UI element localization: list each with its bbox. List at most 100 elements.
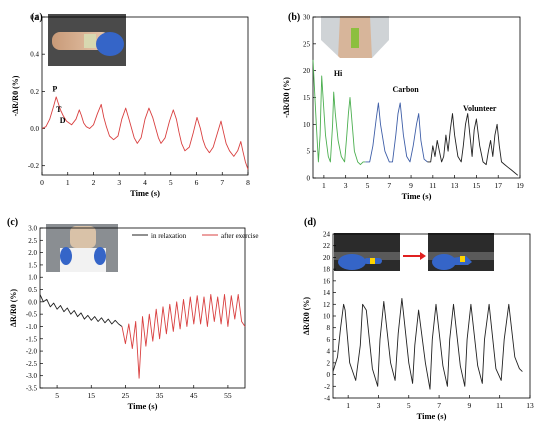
y-tick-label: -3.5 [26, 385, 38, 393]
inset-photo-finger-bent [428, 233, 494, 271]
annotation-label: Volunteer [463, 104, 497, 113]
annotation-label: P [52, 84, 57, 93]
series-line-after-exercise [121, 294, 246, 379]
y-tick-label: 0 [327, 371, 331, 379]
inset-photo-finger-straight [334, 233, 400, 271]
x-tick-label: 1 [66, 178, 70, 187]
y-tick-label: 12 [323, 301, 331, 309]
y-tick-label: 24 [323, 231, 331, 239]
x-tick-label: 8 [246, 178, 250, 187]
y-tick-label: 2.5 [28, 237, 37, 245]
y-tick-label: -2.0 [26, 348, 38, 356]
y-tick-label: 20 [323, 254, 331, 262]
x-tick-label: 1 [322, 181, 326, 190]
y-tick-label: -1.5 [26, 335, 38, 343]
y-tick-label: 2.0 [28, 249, 37, 257]
x-tick-label: 45 [190, 391, 198, 400]
x-tick-label: 9 [468, 401, 472, 410]
arrow-right-icon [403, 252, 426, 260]
series-line-2 [427, 113, 519, 176]
legend-label: after exercise [221, 232, 259, 240]
x-axis-label: Time (s) [417, 411, 447, 421]
y-tick-label: 0.0 [30, 125, 39, 133]
y-axis-label: ΔR/R0 (%) [302, 297, 311, 335]
y-axis-label: -ΔR/R0 (%) [282, 77, 291, 118]
series-line-1 [365, 102, 428, 163]
y-tick-label: 20 [303, 67, 311, 75]
y-tick-label: 5 [307, 148, 311, 156]
y-tick-label: 30 [303, 14, 311, 22]
x-tick-label: 3 [377, 401, 381, 410]
inset-photo-throat [321, 16, 389, 58]
x-tick-label: 5 [407, 401, 411, 410]
x-tick-label: 17 [494, 181, 502, 190]
inset-photo-volunteer [46, 224, 118, 272]
y-tick-label: 1.0 [28, 274, 37, 282]
y-tick-label: 0.4 [30, 51, 39, 59]
y-tick-label: 8 [327, 324, 331, 332]
x-axis-label: Time (s) [128, 401, 158, 411]
series-line-0 [332, 297, 523, 390]
legend-label: in relaxation [151, 232, 187, 240]
x-tick-label: 7 [220, 178, 224, 187]
y-tick-label: 0.6 [30, 14, 39, 22]
x-tick-label: 6 [195, 178, 199, 187]
series-line-0 [41, 96, 249, 170]
panel-label-b: (b) [288, 12, 300, 23]
x-tick-label: 5 [366, 181, 370, 190]
x-tick-label: 25 [122, 391, 130, 400]
x-tick-label: 15 [88, 391, 96, 400]
chart-panel-0: 0 1 2 3 4 5 6 7 8 -0.2 0.0 0.2 0.4 0.6 Time (s) -ΔR/R0 … [11, 14, 250, 199]
annotation-label: T [56, 105, 62, 114]
x-tick-label: 55 [224, 391, 232, 400]
y-tick-label: 22 [323, 242, 331, 250]
y-tick-label: -3.0 [26, 372, 38, 380]
y-tick-label: 4 [327, 348, 331, 356]
plot-frame [39, 227, 246, 389]
x-tick-label: 2 [92, 178, 96, 187]
x-tick-label: 9 [409, 181, 413, 190]
y-tick-label: 0 [307, 175, 311, 183]
panel-label-c: (c) [7, 217, 18, 228]
y-tick-label: 6 [327, 336, 331, 344]
x-axis-label: Time (s) [130, 188, 160, 198]
y-tick-label: -4 [324, 395, 330, 403]
x-tick-label: 13 [451, 181, 459, 190]
y-tick-label: 14 [323, 289, 331, 297]
y-tick-label: -1.0 [26, 323, 38, 331]
y-tick-label: 18 [323, 266, 331, 274]
y-tick-label: 0.5 [28, 286, 37, 294]
y-tick-label: 1.5 [28, 261, 37, 269]
y-tick-label: 15 [303, 94, 311, 102]
annotation-label: Carbon [392, 85, 419, 94]
x-tick-label: 5 [169, 178, 173, 187]
x-tick-label: 19 [516, 181, 524, 190]
chart-panel-2: 5 15 25 35 45 55 -3.5 -3.0 -2.5 -2.0 -1.5 -1.0 -0.5 0… [9, 225, 259, 412]
x-tick-label: 11 [496, 401, 503, 410]
y-tick-label: 0.0 [28, 298, 37, 306]
inset-photo-wrist [48, 14, 126, 66]
y-tick-label: -2 [324, 383, 330, 391]
y-tick-label: 10 [303, 121, 311, 129]
y-tick-label: -0.2 [28, 162, 40, 170]
x-tick-label: 5 [55, 391, 59, 400]
panel-label-d: (d) [304, 217, 316, 228]
y-tick-label: 3.0 [28, 225, 37, 233]
y-tick-label: 0.2 [30, 88, 39, 96]
y-tick-label: 25 [303, 40, 311, 48]
y-tick-label: -0.5 [26, 311, 38, 319]
x-tick-label: 3 [117, 178, 121, 187]
annotation-label: Hi [334, 69, 343, 78]
y-axis-label: ΔR/R0 (%) [9, 289, 18, 327]
x-tick-label: 1 [346, 401, 350, 410]
x-tick-label: 7 [387, 181, 391, 190]
x-axis-label: Time (s) [402, 191, 432, 201]
x-tick-label: 11 [429, 181, 436, 190]
series-line-0 [312, 59, 366, 166]
x-tick-label: 15 [473, 181, 481, 190]
y-tick-label: 2 [327, 359, 331, 367]
series-line-in-relaxation [39, 294, 123, 327]
y-tick-label: 10 [323, 313, 331, 321]
